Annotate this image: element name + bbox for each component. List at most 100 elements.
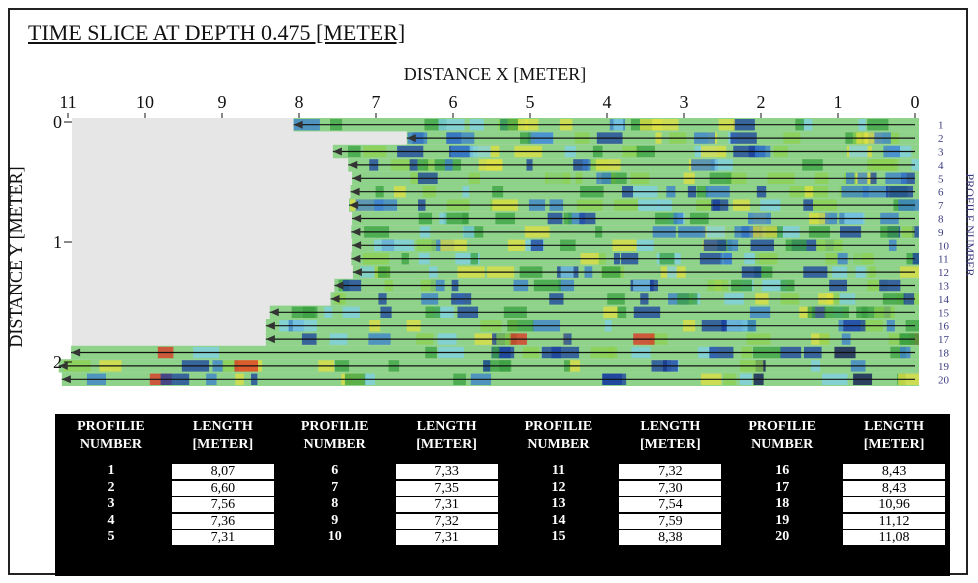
x-tick-label: 9 [218, 92, 227, 112]
y-axis-label: DISTANCE Y [METER] [6, 166, 26, 347]
profile-cell: 2 [107, 479, 115, 495]
profile-cell: 19 [775, 512, 790, 528]
length-cell: 11,12 [842, 512, 946, 530]
length-cell: 7,59 [618, 512, 723, 530]
profile-number: 13 [938, 281, 950, 293]
length-cell: 7,31 [170, 529, 275, 546]
x-tick-label: 10 [136, 92, 154, 112]
profile-arrow [352, 241, 362, 250]
time-slice: DISTANCE X [METER] DISTANCE Y [METER] PR… [6, 64, 977, 386]
length-cell: 8,07 [170, 463, 275, 480]
texture [912, 226, 919, 238]
x-tick-label: 1 [834, 92, 843, 112]
texture [912, 253, 919, 265]
profile-cell: 9 [331, 512, 339, 528]
table-header: LENGTH [METER] [863, 419, 925, 452]
profile-cell: 1 [107, 463, 115, 478]
profile-cell: 4 [107, 512, 115, 528]
profile-arrow [351, 227, 361, 236]
length-cell: 8,43 [842, 479, 946, 497]
profile-axis-label: PROFILE NUMBER [963, 173, 977, 276]
length-cell: 10,96 [842, 496, 946, 513]
table-header: PROFILIE NUMBER [524, 419, 593, 452]
profile-arrow [332, 147, 342, 156]
profile-arrow [269, 308, 279, 317]
table-header: LENGTH [METER] [192, 419, 254, 452]
profile-cell: 7 [331, 479, 339, 495]
profile-arrow [350, 187, 360, 196]
table-header: PROFILIE NUMBER [748, 419, 817, 452]
profile-arrow [61, 375, 71, 384]
profile-number: 3 [938, 147, 944, 159]
length-cell: 6,60 [170, 479, 275, 497]
length-cell: 7,56 [170, 496, 275, 513]
profile-cell: 15 [551, 529, 566, 544]
profile-arrow [348, 160, 358, 169]
profile-cell: 11 [551, 463, 566, 478]
profile-cell: 18 [775, 496, 790, 511]
length-cell: 8,38 [618, 529, 723, 546]
profile-number: 7 [938, 200, 944, 212]
profile-number: 6 [938, 187, 944, 199]
profile-cell: 5 [107, 529, 115, 544]
table-header: LENGTH [METER] [416, 419, 477, 452]
profile-arrow [351, 254, 361, 263]
profile-number: 14 [938, 294, 950, 306]
profile-cell: 13 [551, 496, 566, 511]
title: TIME SLICE AT DEPTH 0.475 [METER] [28, 20, 406, 45]
profile-arrow [265, 321, 275, 330]
table-header: PROFILIE NUMBER [77, 419, 145, 452]
length-cell: 7,32 [394, 512, 499, 530]
profile-cell: 20 [775, 529, 790, 544]
profile-arrow [352, 174, 362, 183]
profile-number: 19 [938, 361, 950, 373]
y-tick-label: 0 [53, 112, 62, 132]
texture [911, 159, 919, 171]
profile-number: 20 [938, 374, 950, 386]
length-cell: 7,30 [618, 479, 723, 497]
profile-number: 10 [938, 240, 950, 252]
x-tick-label: 11 [59, 92, 76, 112]
profile-cell: 8 [331, 496, 339, 511]
x-tick-label: 8 [295, 92, 304, 112]
profile-arrow [58, 361, 68, 370]
x-tick-label: 0 [911, 92, 920, 112]
profile-number: 5 [938, 173, 944, 185]
length-cell: 7,32 [618, 463, 723, 480]
profile-arrow [334, 281, 344, 290]
y-tick-label: 2 [53, 352, 62, 372]
x-tick-label: 7 [372, 92, 381, 112]
table-header: LENGTH [METER] [639, 419, 701, 452]
table-header: PROFILIE NUMBER [300, 419, 369, 452]
profile-arrow [330, 294, 340, 303]
profile-cell: 3 [107, 496, 115, 511]
profile-cell: 6 [331, 463, 339, 478]
length-cell: 7,54 [618, 496, 723, 513]
profile-arrow [349, 201, 359, 210]
profile-number: 12 [938, 267, 949, 279]
profile-arrow [352, 214, 362, 223]
profile-arrow [293, 120, 303, 129]
x-tick-label: 6 [449, 92, 458, 112]
length-cell: 7,36 [170, 512, 275, 530]
length-cell: 8,43 [842, 463, 946, 480]
profile-cell: 12 [551, 479, 566, 495]
profile-number: 4 [938, 160, 944, 172]
profile-number: 8 [938, 214, 944, 226]
profile-number: 1 [938, 120, 944, 132]
length-cell: 7,33 [394, 463, 499, 480]
x-tick-label: 3 [680, 92, 689, 112]
length-cell: 7,31 [394, 496, 499, 513]
profile-arrow [406, 134, 416, 143]
x-axis-label: DISTANCE X [METER] [404, 64, 587, 84]
profile-cell: 16 [775, 463, 790, 478]
x-tick-label: 2 [757, 92, 766, 112]
profile-number: 17 [938, 334, 950, 346]
profile-arrow [352, 268, 362, 277]
length-cell: 7,31 [394, 529, 499, 546]
profile-arrow [71, 348, 81, 357]
profile-cell: 14 [551, 512, 566, 528]
profile-arrow [265, 335, 275, 344]
profile-cell: 17 [775, 479, 790, 495]
length-cell: 11,08 [842, 529, 946, 546]
